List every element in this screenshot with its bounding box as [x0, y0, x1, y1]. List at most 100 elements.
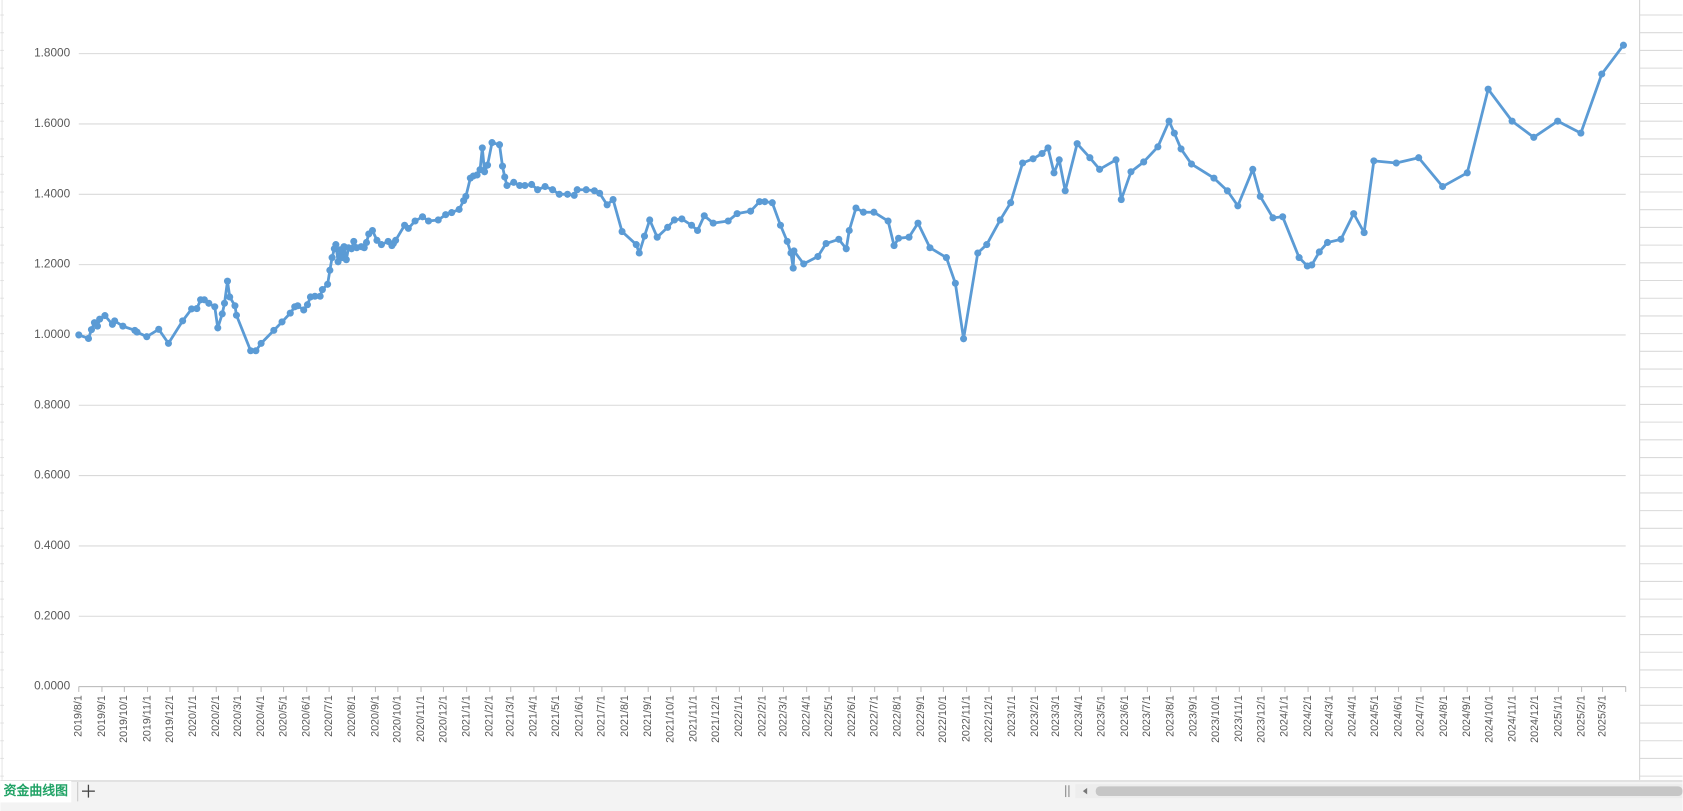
sheet-tab[interactable]	[0, 780, 72, 803]
data-point	[1463, 169, 1471, 177]
x-tick-label: 2021/8/1	[619, 695, 631, 737]
data-point	[789, 264, 797, 272]
data-point	[179, 317, 187, 325]
data-point	[226, 293, 234, 301]
data-point	[905, 233, 913, 241]
data-point	[709, 219, 717, 227]
x-tick-label: 2022/11/1	[960, 695, 972, 742]
data-point	[188, 305, 196, 313]
data-point	[974, 249, 982, 257]
x-tick-label: 2022/9/1	[915, 695, 927, 737]
x-tick-label: 2023/6/1	[1119, 695, 1131, 737]
y-tick-label: 1.2000	[34, 257, 71, 271]
data-point	[214, 324, 222, 332]
data-point	[223, 277, 232, 285]
data-point	[404, 224, 412, 232]
data-point	[1154, 143, 1162, 151]
data-point	[1117, 196, 1125, 204]
data-point	[1360, 229, 1368, 237]
data-point	[1269, 214, 1277, 222]
data-point	[164, 339, 172, 347]
data-point	[119, 322, 127, 330]
data-point	[1007, 199, 1015, 207]
data-point	[1127, 168, 1135, 176]
data-point	[1055, 156, 1063, 164]
scroll-left[interactable]	[1082, 787, 1088, 795]
data-point	[635, 249, 643, 257]
data-point	[640, 232, 649, 240]
data-point	[143, 333, 151, 341]
data-point	[368, 226, 377, 235]
data-point	[783, 237, 791, 245]
data-point	[350, 237, 358, 245]
data-point	[653, 233, 661, 241]
data-point	[286, 309, 294, 317]
x-tick-label: 2020/2/1	[210, 695, 222, 737]
data-point	[1140, 158, 1148, 166]
data-point	[1315, 248, 1323, 256]
data-point	[790, 247, 798, 255]
y-tick-label: 1.4000	[34, 186, 71, 200]
x-tick-label: 2024/6/1	[1392, 695, 1404, 737]
data-point	[1337, 235, 1345, 243]
data-point	[700, 212, 708, 220]
data-point	[303, 301, 311, 309]
data-point	[914, 219, 922, 227]
data-point	[481, 168, 489, 176]
data-point	[418, 213, 427, 221]
data-point	[1044, 144, 1052, 152]
data-point	[884, 217, 892, 225]
data-point	[1598, 70, 1606, 78]
data-point	[488, 139, 496, 147]
data-point	[1187, 160, 1196, 168]
data-point	[218, 310, 226, 318]
x-tick-label: 2024/8/1	[1438, 695, 1450, 737]
data-point	[1038, 149, 1046, 158]
data-point	[424, 217, 433, 225]
data-point	[1177, 145, 1185, 153]
data-point	[1223, 187, 1231, 195]
data-point	[324, 280, 332, 288]
data-point	[220, 299, 229, 307]
x-tick-label: 2019/10/1	[118, 695, 130, 743]
data-point	[1323, 238, 1332, 246]
data-point	[1415, 154, 1423, 162]
x-tick-label: 2020/1/1	[187, 695, 199, 737]
data-point	[1392, 159, 1400, 167]
x-tick-label: 2019/8/1	[73, 695, 85, 737]
data-point	[724, 217, 732, 225]
data-point	[133, 328, 141, 336]
data-point	[377, 241, 385, 249]
sheet-tab-label[interactable]: 资金曲线图	[4, 783, 68, 799]
scroll-thumb[interactable]	[1095, 786, 1683, 796]
data-point	[75, 331, 83, 339]
x-tick-label: 2021/3/1	[505, 695, 517, 737]
data-point	[800, 260, 808, 268]
data-point	[1210, 174, 1218, 182]
x-tick-label: 2025/1/1	[1552, 695, 1564, 737]
data-point	[510, 178, 518, 186]
data-point	[462, 192, 470, 200]
x-tick-label: 2022/5/1	[823, 695, 835, 737]
data-point	[1256, 192, 1264, 200]
data-point	[534, 186, 542, 194]
data-point	[392, 236, 400, 244]
data-point	[1061, 187, 1069, 195]
x-tick-label: 2023/3/1	[1050, 695, 1062, 737]
data-point	[693, 226, 702, 235]
data-point	[270, 326, 278, 334]
y-tick-label: 0.0000	[34, 679, 71, 693]
data-point	[664, 223, 672, 231]
data-point	[960, 335, 968, 343]
data-point	[93, 322, 101, 330]
data-point	[1554, 117, 1562, 125]
add-sheet-button[interactable]	[81, 784, 95, 798]
data-point	[484, 161, 492, 169]
data-point	[596, 189, 604, 197]
x-tick-label: 2022/10/1	[937, 695, 949, 743]
data-point	[495, 141, 504, 149]
x-tick-label: 2024/7/1	[1415, 695, 1427, 737]
x-tick-label: 2023/8/1	[1164, 695, 1176, 737]
data-point	[895, 234, 903, 242]
